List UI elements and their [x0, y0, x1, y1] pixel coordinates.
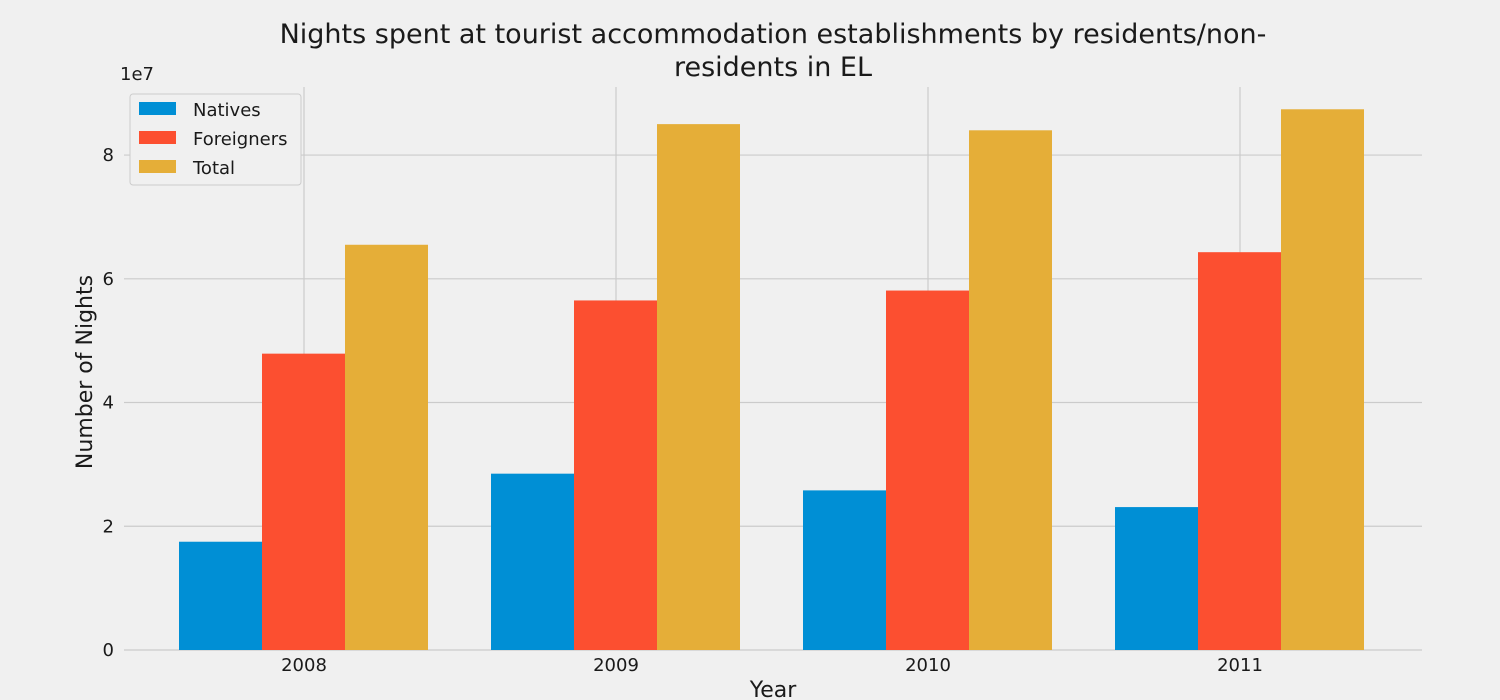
legend-label-total: Total — [192, 158, 235, 179]
bar-natives-2008 — [179, 541, 262, 650]
x-tick-label: 2011 — [1217, 655, 1263, 676]
x-tick-label: 2010 — [905, 655, 951, 676]
bar-foreigners-2008 — [262, 353, 345, 650]
bar-total-2010 — [969, 130, 1052, 651]
bar-foreigners-2009 — [574, 300, 657, 650]
series-natives — [179, 473, 1198, 650]
legend-label-natives: Natives — [193, 100, 261, 121]
legend-swatch-natives — [139, 102, 176, 115]
legend-swatch-foreigners — [139, 131, 176, 144]
legend-label-foreigners: Foreigners — [193, 129, 288, 150]
bars — [179, 109, 1364, 651]
y-tick-label: 4 — [103, 393, 114, 414]
bar-foreigners-2010 — [886, 290, 969, 650]
legend-swatch-total — [139, 160, 176, 173]
y-tick-label: 2 — [103, 516, 114, 537]
bar-natives-2010 — [803, 490, 886, 650]
y-tick-label: 0 — [103, 640, 114, 661]
x-tick-label: 2009 — [593, 655, 639, 676]
bar-foreigners-2011 — [1198, 252, 1281, 650]
legend: Natives Foreigners Total — [129, 93, 302, 186]
y-tick-label: 6 — [103, 269, 114, 290]
chart-title-line-1: Nights spent at tourist accommodation es… — [280, 19, 1267, 50]
x-axis-label: Year — [749, 678, 798, 700]
tick-labels: 0 2 4 6 8 2008 2009 2010 2011 — [103, 145, 1263, 676]
x-tick-label: 2008 — [281, 655, 327, 676]
series-foreigners — [262, 252, 1281, 650]
series-total — [345, 109, 1364, 651]
bar-total-2008 — [345, 244, 428, 650]
bar-natives-2009 — [491, 473, 574, 650]
chart-title-line-2: residents in EL — [674, 52, 872, 83]
y-offset-label: 1e7 — [120, 64, 154, 85]
bar-total-2011 — [1281, 109, 1364, 651]
y-tick-label: 8 — [103, 145, 114, 166]
bar-natives-2011 — [1115, 507, 1198, 650]
y-axis-label: Number of Nights — [73, 275, 98, 469]
bar-total-2009 — [657, 124, 740, 651]
